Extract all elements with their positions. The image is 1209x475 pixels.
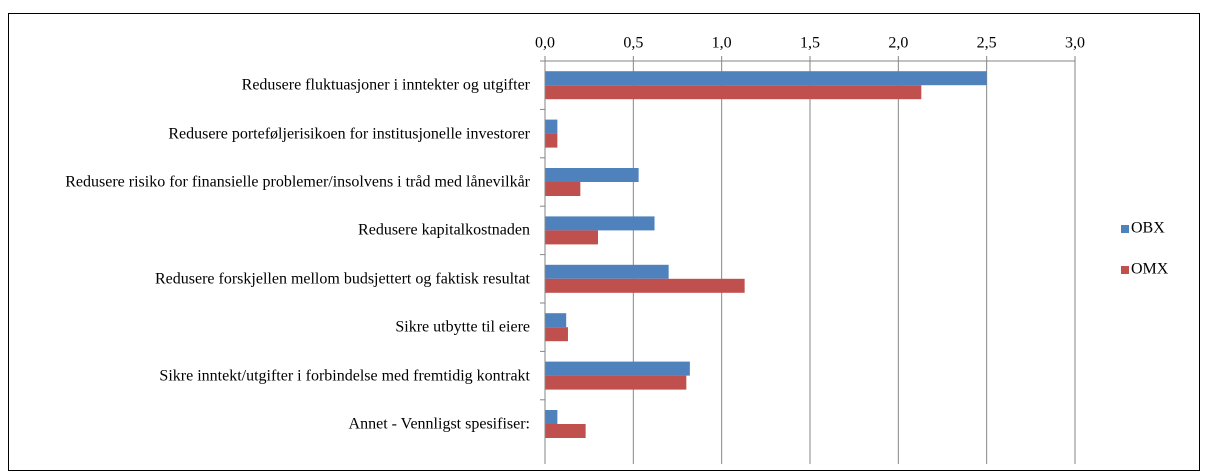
y-tick-label: Redusere kapitalkostnaden: [358, 221, 530, 239]
legend-swatch: [1121, 225, 1129, 233]
x-tick-label: 2,5: [977, 35, 997, 52]
x-tick-label: 0,0: [535, 35, 555, 52]
bar: [545, 216, 655, 231]
bar: [545, 71, 987, 86]
bar: [545, 313, 567, 328]
y-tick-label: Redusere forskjellen mellom budsjettert …: [154, 270, 530, 288]
y-tick-label: Annet - Vennligst spesifiser:: [348, 415, 530, 433]
x-tick-label: 0,5: [623, 35, 643, 52]
bar: [545, 327, 568, 342]
legend-label: OBX: [1131, 220, 1165, 237]
bar: [545, 278, 745, 293]
bar: [545, 182, 581, 196]
legend-swatch: [1121, 266, 1129, 274]
bar: [545, 119, 558, 134]
bar: [545, 168, 639, 182]
x-tick-label: 1,5: [800, 35, 820, 52]
x-tick-label: 3,0: [1065, 35, 1085, 52]
bar: [545, 361, 690, 376]
bar: [545, 133, 558, 148]
bar: [545, 264, 669, 279]
x-tick-label: 2,0: [888, 35, 908, 52]
y-tick-label: Redusere fluktuasjoner i inntekter og ut…: [241, 76, 530, 94]
y-tick-label: Redusere risiko for finansielle probleme…: [65, 173, 530, 191]
legend-label: OMX: [1131, 261, 1169, 278]
frame: [8, 13, 1200, 471]
bar: [545, 410, 558, 424]
x-tick-label: 1,0: [712, 35, 732, 52]
y-tick-label: Redusere porteføljerisikoen for institus…: [168, 125, 530, 143]
y-tick-label: Sikre inntekt/utgifter i forbindelse med…: [159, 367, 530, 385]
bar: [545, 230, 598, 245]
bar: [545, 85, 922, 100]
bar: [545, 375, 687, 390]
y-tick-label: Sikre utbytte til eiere: [395, 318, 530, 336]
bar: [545, 424, 586, 438]
